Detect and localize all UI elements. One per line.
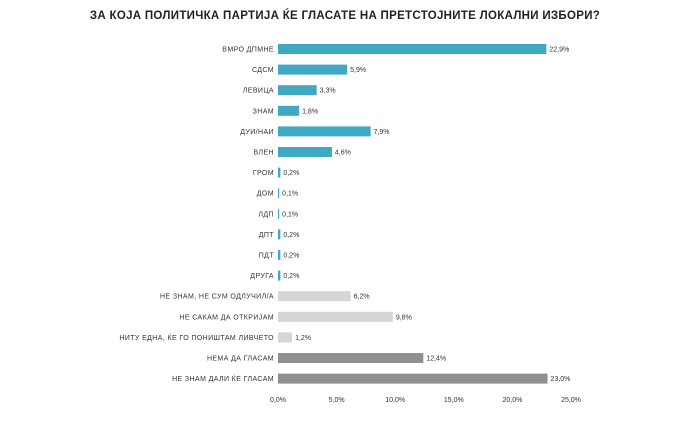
category-label: НЕМА ДА ГЛАСАМ [207, 356, 274, 363]
data-label: 23,0% [551, 376, 571, 383]
category-label: НИТУ ЕДНА, ЌЕ ГО ПОНИШТАМ ЛИВЧЕТО [119, 333, 274, 342]
x-tick-label: 25,0% [561, 397, 581, 404]
bars-group [278, 44, 548, 384]
data-label: 0,1% [282, 191, 298, 198]
bar [278, 332, 293, 343]
bar [278, 208, 280, 219]
bar [278, 44, 547, 54]
data-label: 0,2% [283, 273, 299, 280]
bar [278, 311, 393, 322]
bar [278, 64, 348, 75]
category-label: НЕ ЗНАМ, НЕ СУМ ОДЛУЧИЛ/А [160, 294, 274, 301]
bar [278, 229, 281, 240]
category-label: ВЛЕН [253, 150, 274, 157]
category-label: ГРОМ [253, 170, 274, 177]
bar [278, 373, 548, 384]
data-label: 5,9% [350, 67, 366, 74]
bar [278, 147, 332, 157]
category-label: ПДТ [259, 253, 275, 260]
bar [278, 126, 371, 137]
category-label: ЛДП [258, 211, 274, 218]
x-axis-ticks-group: 0,0% 5,0% 10,0% 15,0% 20,0% 25,0% [270, 397, 581, 404]
data-label: 0,2% [283, 232, 299, 239]
data-label: 3,3% [320, 88, 336, 95]
data-label: 0,1% [282, 211, 298, 218]
data-label: 12,4% [426, 356, 446, 363]
bar [278, 291, 351, 302]
bar [278, 270, 281, 281]
x-tick-label: 15,0% [444, 397, 464, 404]
data-label: 6,2% [354, 294, 370, 301]
bar [278, 188, 280, 199]
data-label: 1,2% [295, 335, 311, 342]
category-label: ДРУГА [250, 273, 274, 280]
x-tick-label: 0,0% [270, 397, 286, 404]
data-label: 7,9% [374, 129, 390, 136]
x-tick-label: 10,0% [385, 397, 405, 404]
value-labels-group: 22,9% 5,9% 3,3% 1,8% 7,9% 4,6% 0,2% 0,1% 0,1% 0,2… [282, 47, 570, 384]
x-tick-label: 20,0% [502, 397, 522, 404]
bar [278, 85, 317, 96]
bar [278, 105, 300, 116]
x-tick-label: 5,0% [329, 397, 345, 404]
bar [278, 167, 281, 178]
data-label: 22,9% [549, 47, 569, 54]
category-label: ЛЕВИЦА [243, 88, 274, 95]
category-labels-group: ВМРО ДПМНЕ СДСМ ЛЕВИЦА ЗНАМ ДУИ/НАИ ВЛЕН ГРОМ Д… [119, 47, 274, 384]
category-label: ЗНАМ [253, 108, 274, 115]
data-label: 4,6% [335, 150, 351, 157]
bar [278, 250, 281, 260]
category-label: НЕ ЗНАМ ДАЛИ ЌЕ ГЛАСАМ [172, 374, 274, 383]
category-label: НЕ САКАМ ДА ОТКРИЈАМ [179, 314, 274, 321]
bar [278, 353, 424, 363]
data-label: 9,8% [396, 314, 412, 321]
chart-title: ЗА КОЈА ПОЛИТИЧКА ПАРТИЈА ЌЕ ГЛАСАТЕ НА … [89, 10, 601, 22]
category-label: ДОМ [257, 191, 274, 198]
data-label: 0,2% [283, 253, 299, 260]
data-label: 1,8% [302, 108, 318, 115]
category-label: СДСМ [252, 67, 274, 74]
category-label: ДПТ [259, 232, 275, 239]
category-label: ВМРО ДПМНЕ [222, 47, 274, 54]
data-label: 0,2% [283, 170, 299, 177]
category-label: ДУИ/НАИ [240, 129, 274, 136]
